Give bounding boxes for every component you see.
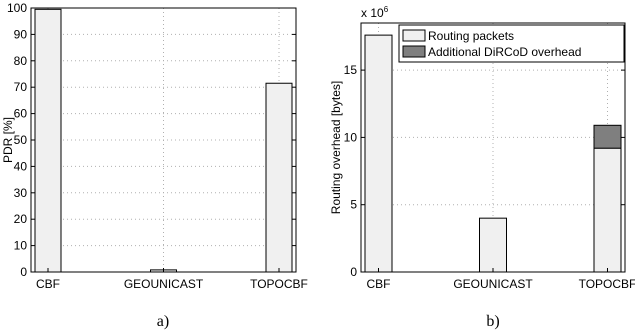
x-tick-label: GEOUNICAST xyxy=(124,277,204,291)
x-tick-label: TOPOCBF xyxy=(579,277,635,291)
x-tick-label: CBF xyxy=(367,277,391,291)
y-tick-label: 80 xyxy=(14,54,28,68)
y-tick-label: 30 xyxy=(14,186,28,200)
y-axis-multiplier: x 106 xyxy=(361,5,389,20)
y-tick-label: 50 xyxy=(14,133,28,147)
legend-label: Routing packets xyxy=(428,29,514,43)
panel-caption: b) xyxy=(486,313,499,330)
legend-box xyxy=(398,24,625,63)
panel-a-pdr-chart: 0 10 20 30 40 50 60 70 80 90 100 CBF GEOUNICAST TOPO… xyxy=(1,1,308,330)
y-tick-label: 100 xyxy=(7,1,27,15)
y-axis-label: PDR [%] xyxy=(1,117,15,163)
y-tick-label: 10 xyxy=(344,130,358,144)
plot-frame xyxy=(30,7,297,273)
panel-b-overhead-chart: 0 5 10 15 CBF GEOUNICAST TOPOCBF Routing over… xyxy=(329,5,635,330)
x-tick-label: CBF xyxy=(36,277,60,291)
bar-cbf xyxy=(34,8,62,273)
legend-label: Additional DiRCoD overhead xyxy=(428,45,581,59)
panel-caption: a) xyxy=(157,313,169,330)
plot-frame xyxy=(360,22,626,273)
legend: Routing packets Additional DiRCoD overhea… xyxy=(398,24,625,63)
y-axis-label: Routing overhead [bytes] xyxy=(329,81,343,214)
bar-cbf-series-0 xyxy=(364,34,393,273)
x-tick-label: TOPOCBF xyxy=(250,277,308,291)
y-tick-label: 70 xyxy=(14,80,28,94)
y-tick-label: 60 xyxy=(14,107,28,121)
y-tick-label: 0 xyxy=(20,265,27,279)
bar-topocbf-series-1 xyxy=(593,124,622,149)
bar-geounicast-series-0 xyxy=(479,217,507,273)
y-tick-label: 40 xyxy=(14,159,28,173)
y-tick-label: 0 xyxy=(350,265,357,279)
y-tick-label: 20 xyxy=(14,212,28,226)
legend-swatch xyxy=(402,29,426,42)
multiplier-exponent: 6 xyxy=(384,5,389,14)
y-tick-label: 15 xyxy=(344,63,358,77)
y-tick-label: 5 xyxy=(350,198,357,212)
bar-topocbf xyxy=(265,82,293,273)
y-tick-label: 90 xyxy=(14,27,28,41)
multiplier-base: x 10 xyxy=(361,6,384,20)
legend-swatch xyxy=(402,45,426,58)
x-tick-label: GEOUNICAST xyxy=(453,277,533,291)
bar-topocbf-series-0 xyxy=(593,147,622,273)
y-tick-label: 10 xyxy=(14,239,28,253)
